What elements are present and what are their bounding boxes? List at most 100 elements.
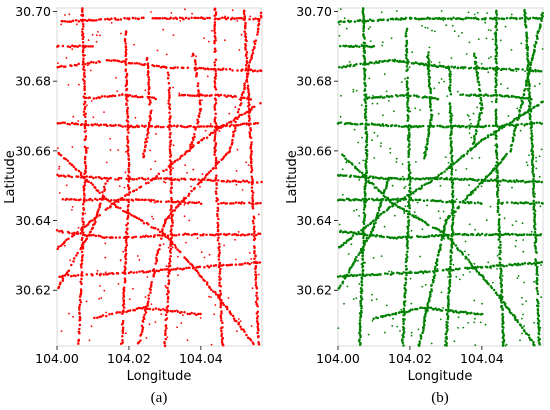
trajectory-point xyxy=(492,264,496,268)
trajectory-point xyxy=(530,129,533,132)
y-tick-label: 30.62 xyxy=(15,283,51,298)
trajectory-point xyxy=(490,29,492,32)
trajectory-point xyxy=(411,199,414,202)
trajectory-point xyxy=(72,274,75,277)
trajectory-point xyxy=(105,314,108,318)
trajectory-point xyxy=(213,82,217,85)
trajectory-point xyxy=(227,232,231,236)
trajectory-point xyxy=(430,283,433,287)
trajectory-point xyxy=(464,266,467,270)
trajectory-point xyxy=(196,16,200,20)
trajectory-point xyxy=(420,184,424,188)
trajectory-point xyxy=(217,217,220,221)
trajectory-point xyxy=(494,291,498,295)
trajectory-point xyxy=(537,201,541,204)
trajectory-point xyxy=(403,304,406,307)
trajectory-point xyxy=(526,36,529,40)
trajectory-point xyxy=(510,94,514,98)
trajectory-point xyxy=(156,200,160,203)
trajectory-point xyxy=(91,183,95,187)
trajectory-point xyxy=(525,300,527,302)
trajectory-point xyxy=(242,12,246,16)
trajectory-point xyxy=(213,47,217,50)
trajectory-point xyxy=(247,68,251,71)
trajectory-point xyxy=(466,114,469,116)
trajectory-point xyxy=(250,141,253,144)
trajectory-point xyxy=(238,49,241,51)
trajectory-point xyxy=(436,175,439,179)
trajectory-point xyxy=(168,149,172,153)
trajectory-point xyxy=(450,225,454,229)
trajectory-point xyxy=(255,317,259,320)
trajectory-point xyxy=(471,157,473,160)
trajectory-point xyxy=(254,254,257,258)
trajectory-point xyxy=(175,309,178,312)
trajectory-point xyxy=(365,154,369,158)
trajectory-point xyxy=(79,319,82,321)
trajectory-point xyxy=(71,146,74,148)
trajectory-point xyxy=(69,275,73,278)
trajectory-point xyxy=(419,334,422,337)
trajectory-point xyxy=(421,124,425,128)
trajectory-point xyxy=(122,198,126,201)
trajectory-point xyxy=(372,176,375,180)
trajectory-point xyxy=(493,130,496,134)
trajectory-point xyxy=(476,77,479,81)
trajectory-point xyxy=(382,235,385,239)
trajectory-point xyxy=(222,67,225,70)
trajectory-point xyxy=(369,40,372,42)
trajectory-point xyxy=(101,191,104,194)
trajectory-point xyxy=(348,274,351,278)
trajectory-point xyxy=(186,93,190,97)
trajectory-point xyxy=(96,210,99,213)
trajectory-point xyxy=(83,138,87,142)
trajectory-point xyxy=(193,178,197,181)
trajectory-point xyxy=(92,233,95,237)
trajectory-point xyxy=(464,257,467,260)
trajectory-point xyxy=(399,94,402,97)
trajectory-point xyxy=(406,88,409,92)
trajectory-point xyxy=(503,217,506,220)
trajectory-point xyxy=(225,68,228,71)
trajectory-point xyxy=(195,232,199,236)
trajectory-point xyxy=(362,27,365,31)
trajectory-point xyxy=(137,17,141,21)
trajectory-point xyxy=(217,242,221,245)
trajectory-point xyxy=(485,233,488,236)
trajectory-point xyxy=(162,169,165,173)
trajectory-point xyxy=(495,28,499,32)
trajectory-point xyxy=(372,95,374,97)
trajectory-point xyxy=(186,66,190,70)
trajectory-point xyxy=(244,36,248,39)
trajectory-point xyxy=(468,266,471,270)
trajectory-point xyxy=(124,257,128,261)
trajectory-point xyxy=(365,133,369,136)
trajectory-point xyxy=(173,243,177,247)
trajectory-point xyxy=(406,250,409,253)
trajectory-point xyxy=(372,317,375,321)
trajectory-point xyxy=(475,125,479,129)
trajectory-point xyxy=(399,177,403,181)
trajectory-point xyxy=(71,19,75,23)
trajectory-point xyxy=(495,154,499,157)
trajectory-point xyxy=(173,309,177,313)
trajectory-point xyxy=(409,270,412,273)
trajectory-point xyxy=(418,63,421,66)
trajectory-point xyxy=(208,286,212,289)
trajectory-point xyxy=(147,223,150,226)
trajectory-point xyxy=(67,269,71,272)
trajectory-point xyxy=(243,18,246,22)
trajectory-point xyxy=(500,297,504,301)
trajectory-point xyxy=(361,197,365,201)
trajectory-point xyxy=(212,166,215,170)
trajectory-point xyxy=(496,254,499,257)
trajectory-point xyxy=(425,143,429,146)
trajectory-point xyxy=(532,199,535,203)
trajectory-point xyxy=(253,45,256,49)
trajectory-point xyxy=(536,233,540,237)
trajectory-point xyxy=(74,168,78,171)
trajectory-point xyxy=(484,19,486,21)
trajectory-point xyxy=(425,270,429,274)
trajectory-point xyxy=(114,18,118,21)
